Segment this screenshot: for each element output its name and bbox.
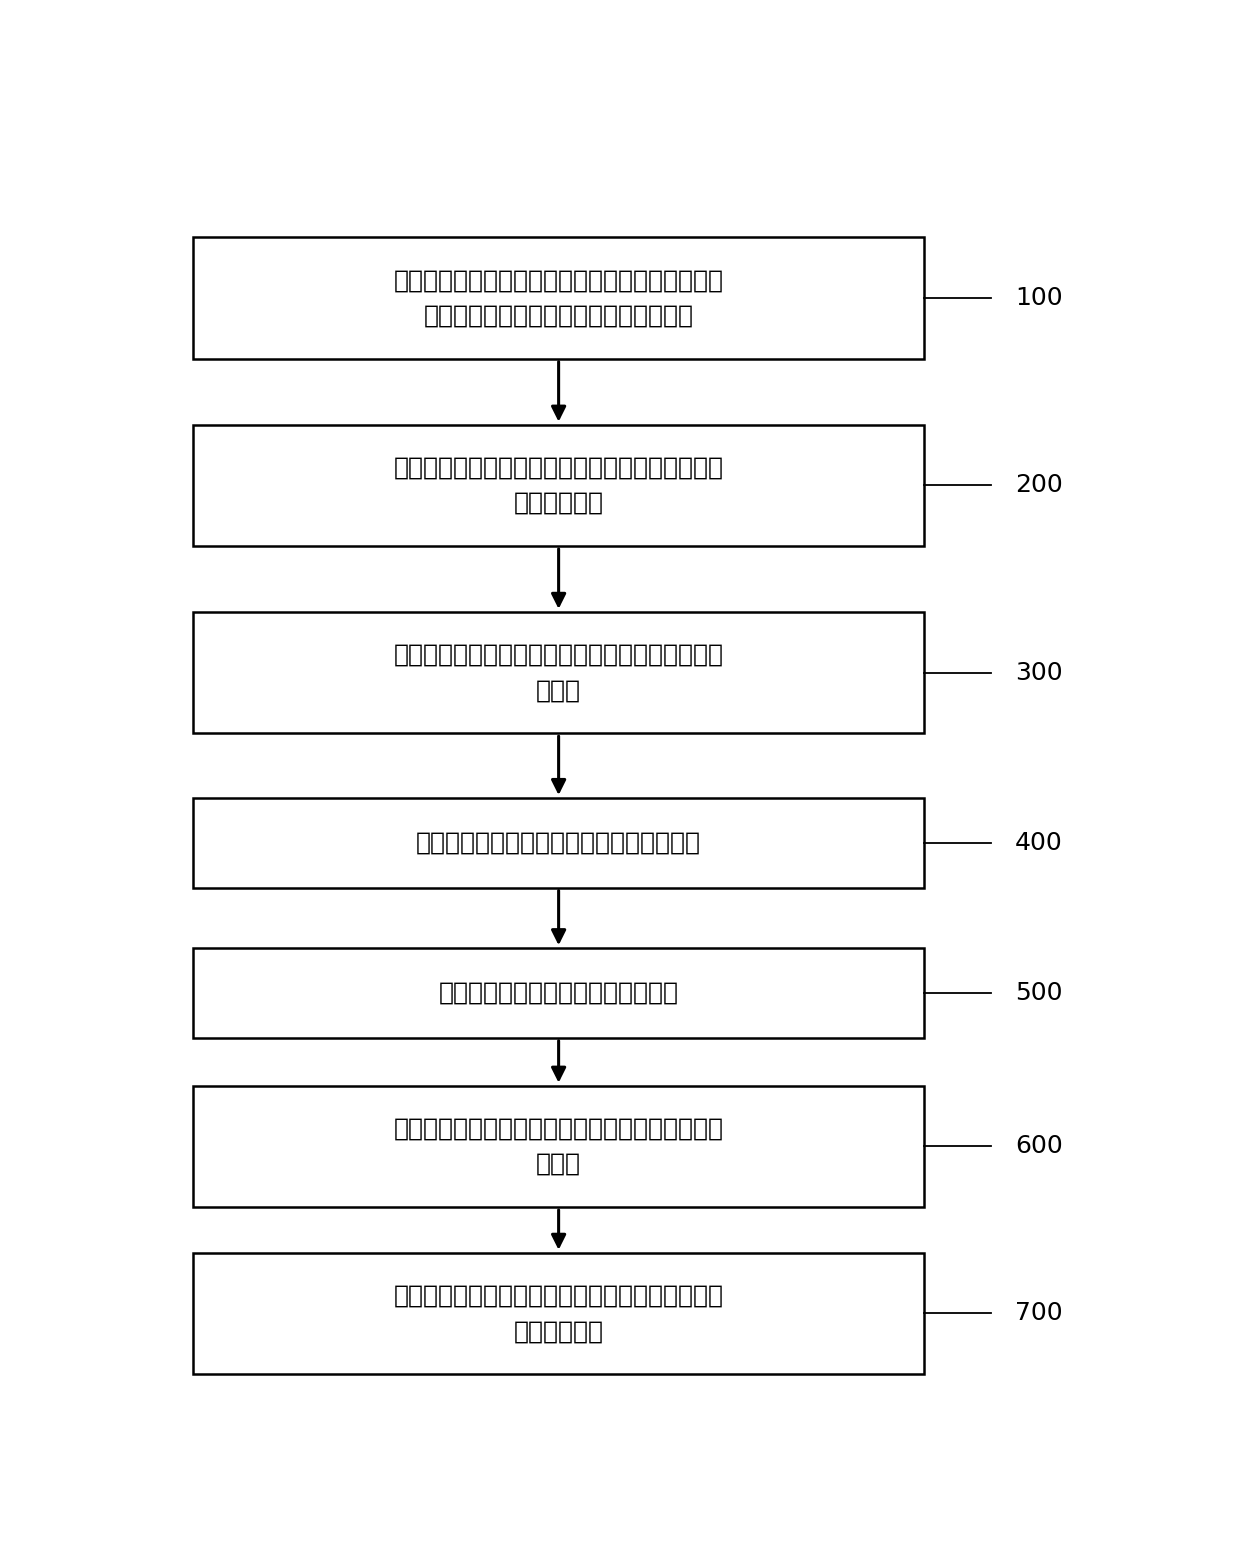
Bar (193, 1253, 924, 1375)
Text: 600: 600 (1016, 1135, 1063, 1158)
Text: 基于预测假设子集计算预测相位噪声及预测相位的
可能值: 基于预测假设子集计算预测相位噪声及预测相位的 可能值 (393, 1116, 724, 1175)
Text: 700: 700 (1016, 1302, 1063, 1325)
Bar (193, 948, 924, 1038)
Text: 通过解包概率构造得到预测假设子集: 通过解包概率构造得到预测假设子集 (439, 981, 678, 1006)
Bar (193, 1085, 924, 1207)
Text: 利用不同调制频率下的多个调制信号的相位测量值
进行初步相位解缠得到多组解缠系数约束: 利用不同调制频率下的多个调制信号的相位测量值 进行初步相位解缠得到多组解缠系数约… (393, 268, 724, 327)
Text: 通过加权平均值组合展开的相位测量值得到伪距离
估计值: 通过加权平均值组合展开的相位测量值得到伪距离 估计值 (393, 642, 724, 702)
Text: 200: 200 (1016, 474, 1063, 497)
Bar (193, 237, 924, 359)
Bar (193, 424, 924, 546)
Text: 400: 400 (1016, 831, 1063, 854)
Text: 基于中国剩余定理展开多组解缠系数约束得到展开
的相位测量值: 基于中国剩余定理展开多组解缠系数约束得到展开 的相位测量值 (393, 455, 724, 514)
Text: 基于核密度估计伪距离估计值得到解包概率: 基于核密度估计伪距离估计值得到解包概率 (417, 831, 701, 854)
Text: 100: 100 (1016, 287, 1063, 310)
Text: 利用核密度估计对预测相位的可能值进行排序并确
定解缠相位值: 利用核密度估计对预测相位的可能值进行排序并确 定解缠相位值 (393, 1283, 724, 1344)
Text: 500: 500 (1016, 981, 1063, 1006)
Bar (193, 798, 924, 887)
Text: 300: 300 (1016, 661, 1063, 684)
Bar (193, 611, 924, 733)
